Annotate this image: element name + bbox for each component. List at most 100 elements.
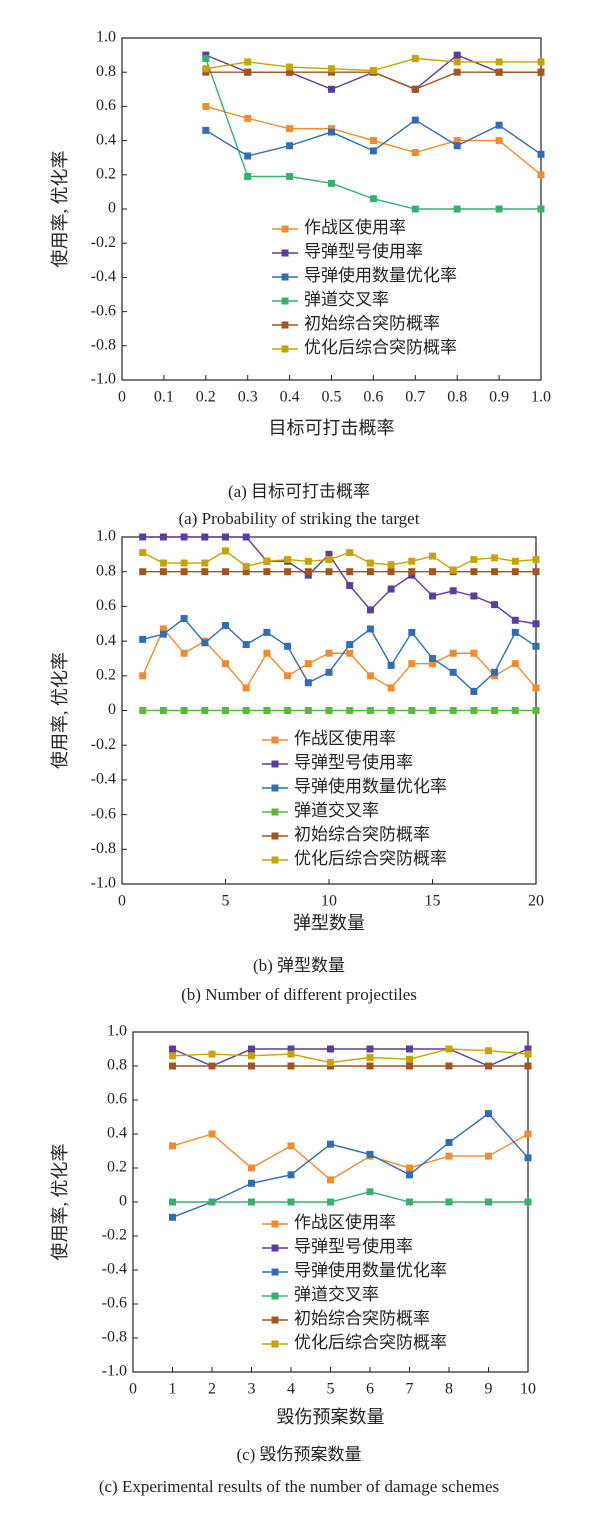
point — [406, 1198, 413, 1206]
y-tick-label: 0.6 — [96, 597, 116, 614]
point — [445, 1198, 453, 1206]
point — [325, 568, 333, 576]
point — [524, 1130, 532, 1138]
legend-label: 弹道交叉率 — [294, 801, 379, 820]
point — [325, 707, 333, 714]
point — [366, 1188, 374, 1196]
point — [139, 568, 147, 576]
x-axis-label: 弹型数量 — [293, 913, 365, 933]
point — [524, 1198, 532, 1206]
point — [202, 55, 210, 63]
point — [346, 649, 354, 657]
point — [287, 1171, 295, 1179]
point — [286, 68, 294, 76]
legend-marker — [271, 784, 279, 792]
point — [445, 1045, 453, 1053]
point — [325, 649, 333, 657]
point — [327, 1176, 334, 1184]
y-tick-label: -0.8 — [91, 840, 116, 857]
point — [263, 649, 271, 657]
legend-label: 优化后综合突防概率 — [294, 1333, 447, 1352]
legend-label: 初始综合突防概率 — [294, 1309, 430, 1328]
point — [485, 1152, 492, 1160]
y-tick-label: 0.8 — [96, 562, 116, 579]
point — [369, 147, 377, 155]
y-tick-label: 0.6 — [96, 97, 116, 114]
point — [369, 137, 377, 145]
point — [346, 549, 354, 557]
point — [411, 116, 419, 124]
y-tick-label: 0.2 — [96, 165, 116, 182]
point — [222, 533, 229, 541]
point — [159, 630, 167, 638]
caption: (b) 弹型数量 — [253, 956, 345, 975]
point — [406, 1045, 413, 1053]
series-line — [172, 1112, 529, 1218]
point — [411, 55, 419, 63]
point — [449, 649, 457, 657]
point — [263, 557, 271, 565]
point — [366, 568, 374, 576]
point — [242, 684, 250, 692]
point — [208, 1198, 216, 1206]
point — [263, 568, 271, 576]
point — [485, 1198, 492, 1206]
point — [366, 1045, 374, 1053]
y-axis-label: 使用率, 优化率 — [50, 652, 70, 769]
point — [408, 628, 416, 636]
point — [248, 1052, 255, 1060]
point — [411, 149, 419, 157]
point — [242, 641, 250, 649]
legend-marker — [271, 856, 279, 864]
point — [242, 707, 250, 714]
point — [445, 1062, 453, 1070]
point — [284, 707, 292, 714]
point — [511, 568, 519, 576]
legend-marker — [271, 1340, 279, 1348]
point — [202, 65, 210, 73]
y-tick-label: -0.4 — [102, 1261, 127, 1278]
point — [202, 102, 210, 110]
point — [304, 568, 312, 576]
point — [201, 533, 209, 541]
legend-marker — [271, 1292, 279, 1300]
x-tick-label: 0.9 — [489, 389, 509, 406]
point — [445, 1139, 453, 1146]
point — [366, 672, 374, 680]
point — [470, 687, 478, 695]
x-tick-label: 8 — [445, 1381, 453, 1398]
point — [244, 152, 252, 160]
point — [222, 660, 229, 668]
legend-label: 初始综合突防概率 — [294, 825, 430, 844]
legend-label: 弹道交叉率 — [304, 290, 389, 309]
x-tick-label: 6 — [366, 1381, 374, 1398]
legend-marker — [271, 832, 279, 840]
legend-label: 初始综合突防概率 — [304, 314, 440, 333]
point — [511, 616, 519, 624]
point — [485, 1062, 492, 1070]
point — [159, 568, 167, 576]
point — [537, 205, 545, 213]
point — [286, 125, 294, 133]
point — [327, 1198, 334, 1206]
point — [511, 660, 519, 668]
legend-label: 导弹使用数量优化率 — [304, 265, 457, 285]
point — [327, 1045, 334, 1053]
x-tick-label: 1 — [169, 1381, 177, 1398]
legend-marker — [271, 1268, 279, 1276]
legend-label: 作战区使用率 — [294, 728, 396, 748]
point — [495, 121, 503, 129]
legend-label: 导弹使用数量优化率 — [294, 776, 447, 796]
x-tick-label: 0.5 — [322, 389, 342, 406]
point — [222, 568, 229, 576]
x-tick-label: 15 — [425, 893, 441, 910]
point — [453, 58, 461, 66]
point — [242, 562, 250, 570]
point — [284, 568, 292, 576]
legend-marker — [281, 297, 289, 305]
point — [180, 559, 188, 567]
point — [369, 66, 377, 74]
point — [180, 568, 188, 576]
point — [470, 592, 478, 600]
point — [242, 568, 250, 576]
